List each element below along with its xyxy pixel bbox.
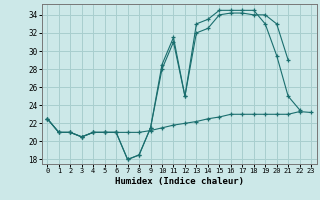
X-axis label: Humidex (Indice chaleur): Humidex (Indice chaleur) (115, 177, 244, 186)
